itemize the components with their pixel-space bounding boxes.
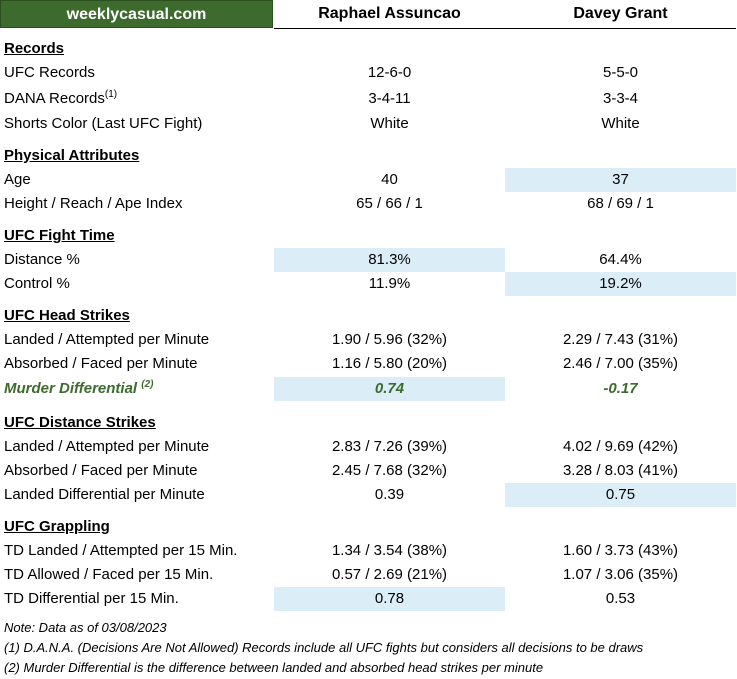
fighter-1-value: 0.74 bbox=[274, 377, 505, 401]
section-distance-strikes: UFC Distance Strikes bbox=[0, 411, 737, 435]
row-td-differential: TD Differential per 15 Min. 0.78 0.53 bbox=[0, 587, 737, 611]
row-head-landed: Landed / Attempted per Minute 1.90 / 5.9… bbox=[0, 328, 737, 352]
row-label: UFC Records bbox=[4, 64, 95, 81]
row-dana-records: DANA Records(1) 3-4-11 3-3-4 bbox=[0, 87, 737, 111]
section-title: UFC Distance Strikes bbox=[4, 414, 156, 431]
row-label: Shorts Color (Last UFC Fight) bbox=[4, 115, 203, 132]
row-age: Age 40 37 bbox=[0, 168, 737, 192]
row-label: Landed / Attempted per Minute bbox=[4, 438, 210, 455]
fighter-1-value: 11.9% bbox=[368, 275, 411, 292]
fighter-1-value: 81.3% bbox=[274, 248, 505, 272]
section-grappling: UFC Grappling bbox=[0, 515, 737, 539]
fighter-2-value: 2.29 / 7.43 (31%) bbox=[562, 331, 679, 348]
section-fight-time: UFC Fight Time bbox=[0, 224, 737, 248]
footnote-marker: (1) bbox=[104, 89, 118, 100]
fighter-1-value: White bbox=[370, 115, 409, 132]
section-records: Records bbox=[0, 37, 737, 61]
row-label: Absorbed / Faced per Minute bbox=[4, 462, 198, 479]
site-brand: weeklycasual.com bbox=[0, 0, 273, 28]
row-label: TD Differential per 15 Min. bbox=[4, 590, 179, 607]
section-title: Records bbox=[4, 40, 65, 57]
fighter-1-value: 65 / 66 / 1 bbox=[356, 195, 423, 212]
row-murder-differential: Murder Differential (2) 0.74 -0.17 bbox=[0, 377, 737, 401]
fighter-2-value: 64.4% bbox=[599, 251, 642, 268]
note-murder-definition: (2) Murder Differential is the differenc… bbox=[4, 660, 544, 675]
section-physical: Physical Attributes bbox=[0, 144, 737, 168]
row-label: TD Allowed / Faced per 15 Min. bbox=[4, 566, 214, 583]
row-label: DANA Records(1) bbox=[4, 89, 118, 108]
fighter-2-value: 1.07 / 3.06 (35%) bbox=[562, 566, 679, 583]
fighter-1-value: 2.83 / 7.26 (39%) bbox=[331, 438, 448, 455]
row-label: Distance % bbox=[4, 251, 80, 268]
row-control-pct: Control % 11.9% 19.2% bbox=[0, 272, 737, 296]
fighter-2-value: 68 / 69 / 1 bbox=[587, 195, 654, 212]
fighter-2-value: 37 bbox=[505, 168, 736, 192]
fighter-1-value: 1.34 / 3.54 (38%) bbox=[331, 542, 448, 559]
fighter-1-value: 0.39 bbox=[374, 486, 405, 503]
fighter-2-value: 3-3-4 bbox=[602, 90, 639, 107]
fighter-1-value: 1.16 / 5.80 (20%) bbox=[331, 355, 448, 372]
row-head-absorbed: Absorbed / Faced per Minute 1.16 / 5.80 … bbox=[0, 352, 737, 376]
fighter-2-value: 0.53 bbox=[605, 590, 636, 607]
section-title: UFC Fight Time bbox=[4, 227, 115, 244]
row-label: Landed Differential per Minute bbox=[4, 486, 205, 503]
row-height-reach: Height / Reach / Ape Index 65 / 66 / 1 6… bbox=[0, 192, 737, 216]
fighter-2-value: White bbox=[601, 115, 640, 132]
section-head-strikes: UFC Head Strikes bbox=[0, 304, 737, 328]
row-label: Height / Reach / Ape Index bbox=[4, 195, 183, 212]
row-td-allowed: TD Allowed / Faced per 15 Min. 0.57 / 2.… bbox=[0, 563, 737, 587]
fighter-1-header: Raphael Assuncao bbox=[274, 0, 505, 29]
row-distance-pct: Distance % 81.3% 64.4% bbox=[0, 248, 737, 272]
fighter-1-value: 3-4-11 bbox=[368, 90, 411, 107]
row-label: Absorbed / Faced per Minute bbox=[4, 355, 198, 372]
fighter-1-value: 40 bbox=[381, 171, 398, 188]
fighter-2-value: 0.75 bbox=[505, 483, 736, 507]
row-label: TD Landed / Attempted per 15 Min. bbox=[4, 542, 238, 559]
fighter-2-value: 1.60 / 3.73 (43%) bbox=[562, 542, 679, 559]
row-ufc-records: UFC Records 12-6-0 5-5-0 bbox=[0, 61, 737, 85]
row-td-landed: TD Landed / Attempted per 15 Min. 1.34 /… bbox=[0, 539, 737, 563]
fighter-1-value: 0.78 bbox=[274, 587, 505, 611]
section-title: UFC Grappling bbox=[4, 518, 110, 535]
fighter-1-value: 12-6-0 bbox=[367, 64, 412, 81]
section-title: Physical Attributes bbox=[4, 147, 140, 164]
fighter-2-value: 19.2% bbox=[505, 272, 736, 296]
row-label: Landed / Attempted per Minute bbox=[4, 331, 210, 348]
section-title: UFC Head Strikes bbox=[4, 307, 130, 324]
row-label: Murder Differential (2) bbox=[4, 379, 154, 398]
fighter-2-value: 4.02 / 9.69 (42%) bbox=[562, 438, 679, 455]
fighter-1-value: 2.45 / 7.68 (32%) bbox=[331, 462, 448, 479]
row-distance-absorbed: Absorbed / Faced per Minute 2.45 / 7.68 … bbox=[0, 459, 737, 483]
fighter-2-value: 2.46 / 7.00 (35%) bbox=[562, 355, 679, 372]
row-label: Age bbox=[4, 171, 31, 188]
fighter-2-header: Davey Grant bbox=[505, 0, 736, 29]
footnote-marker: (2) bbox=[141, 379, 154, 390]
fighter-1-value: 1.90 / 5.96 (32%) bbox=[331, 331, 448, 348]
fighter-2-value: 3.28 / 8.03 (41%) bbox=[562, 462, 679, 479]
fighter-1-value: 0.57 / 2.69 (21%) bbox=[331, 566, 448, 583]
row-distance-differential: Landed Differential per Minute 0.39 0.75 bbox=[0, 483, 737, 507]
fighter-2-value: 5-5-0 bbox=[602, 64, 639, 81]
row-distance-landed: Landed / Attempted per Minute 2.83 / 7.2… bbox=[0, 435, 737, 459]
row-label: Control % bbox=[4, 275, 70, 292]
note-data-date: Note: Data as of 03/08/2023 bbox=[4, 620, 167, 635]
fighter-2-value: -0.17 bbox=[603, 380, 638, 397]
row-shorts-color: Shorts Color (Last UFC Fight) White Whit… bbox=[0, 112, 737, 136]
note-dana-definition: (1) D.A.N.A. (Decisions Are Not Allowed)… bbox=[4, 640, 644, 655]
